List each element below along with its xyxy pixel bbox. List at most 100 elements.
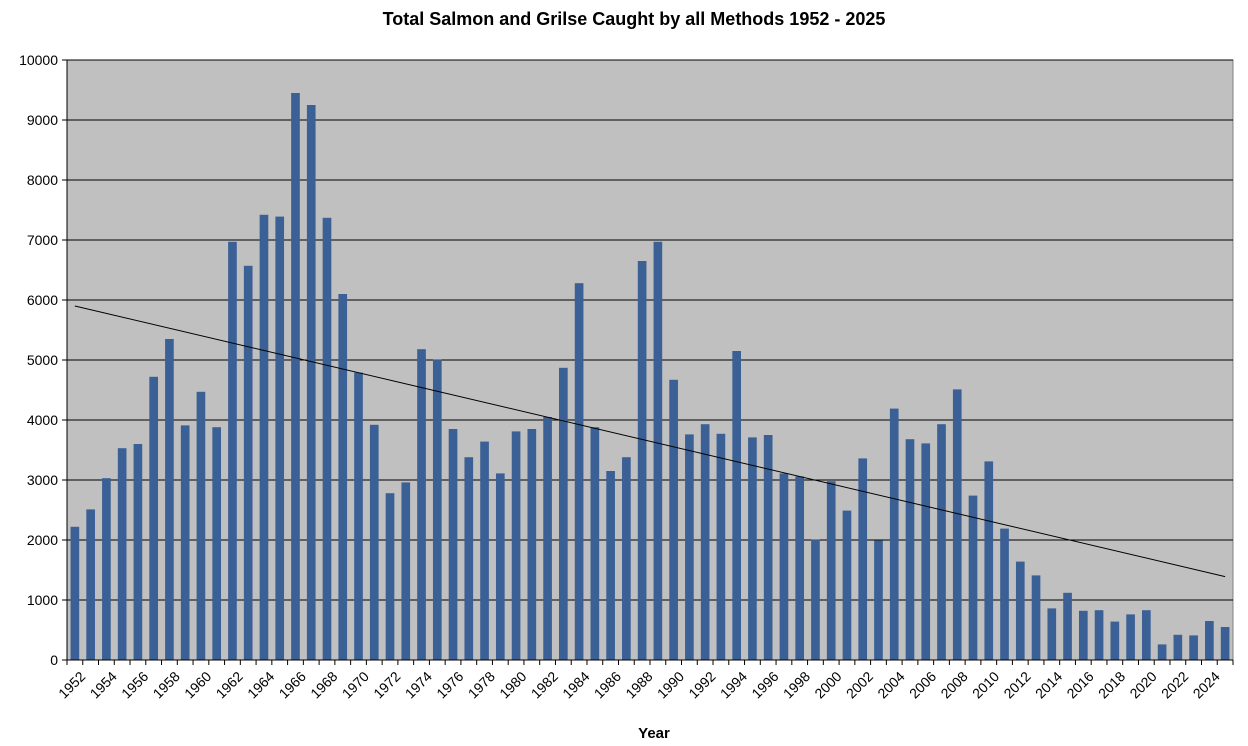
bar-2007 [937, 424, 946, 660]
bar-2004 [889, 408, 899, 660]
y-tick-label: 3000 [27, 472, 58, 488]
bar-1988 [637, 261, 647, 660]
bar-1968 [322, 217, 332, 661]
bar-2000 [826, 481, 836, 660]
bar-1996 [763, 435, 773, 660]
x-tick-label: 2012 [1000, 668, 1033, 701]
bar-1966 [291, 93, 300, 660]
bar-1975 [432, 359, 442, 660]
bar-1969 [338, 294, 348, 660]
x-tick-label: 1960 [181, 668, 214, 701]
bar-2020 [1142, 610, 1151, 660]
bar-2005 [905, 439, 915, 660]
x-tick-label: 1966 [276, 668, 309, 701]
bar-2011 [1000, 528, 1009, 660]
bar-1965 [275, 216, 285, 660]
x-tick-label: 2022 [1158, 668, 1191, 701]
bar-1973 [401, 482, 411, 660]
x-tick-label: 2024 [1190, 668, 1223, 701]
bar-1986 [606, 471, 615, 660]
y-tick-label: 4000 [27, 412, 58, 428]
bar-2012 [1015, 561, 1025, 660]
bar-1962 [228, 241, 237, 661]
x-tick-label: 2014 [1032, 668, 1065, 701]
bar-2006 [921, 443, 931, 660]
x-tick-label: 1970 [339, 668, 372, 701]
bar-2014 [1047, 608, 1057, 660]
bar-1955 [117, 448, 127, 660]
y-tick-label: 1000 [27, 592, 58, 608]
trendline-group [74, 305, 1226, 578]
bar-2003 [874, 540, 883, 660]
bar-1999 [811, 539, 820, 660]
bar-1981 [527, 429, 537, 660]
bar-1960 [196, 391, 206, 660]
bar-2015 [1063, 592, 1072, 660]
x-tick-label: 2020 [1126, 668, 1159, 701]
bar-1964 [259, 214, 269, 661]
bar-1998 [795, 476, 805, 660]
trendline [74, 305, 1226, 578]
x-tick-label: 1982 [528, 668, 561, 701]
chart-title: Total Salmon and Grilse Caught by all Me… [383, 9, 886, 29]
y-tick-labels: 0 1000 2000 3000 4000 5000 6000 7000 8000 9000 100… [19, 52, 67, 668]
x-tick-label: 1968 [307, 668, 340, 701]
y-tick-label: 9000 [27, 112, 58, 128]
bar-1979 [495, 473, 505, 660]
bar-1977 [464, 457, 474, 660]
bar-2008 [952, 389, 962, 660]
x-tick-label: 1996 [748, 668, 781, 701]
y-tick-label: 2000 [27, 532, 58, 548]
bar-2018 [1110, 621, 1120, 660]
bar-1994 [732, 351, 741, 660]
bar-2010 [984, 461, 994, 660]
bar-2001 [842, 510, 852, 660]
x-tick-label: 2002 [843, 668, 876, 701]
x-tick-label: 1998 [780, 668, 813, 701]
x-tick-labels: 1952195419561958196019621964196619681970… [55, 660, 1234, 702]
bar-2009 [968, 495, 978, 660]
x-tick-label: 1952 [55, 668, 88, 701]
x-tick-label: 1984 [559, 668, 592, 701]
bar-1980 [511, 431, 521, 660]
bar-1959 [180, 425, 190, 660]
bar-1993 [716, 433, 726, 660]
bar-1991 [685, 434, 694, 660]
x-axis-label: Year [638, 725, 670, 742]
bar-1976 [448, 429, 458, 660]
x-tick-label: 1992 [685, 668, 718, 701]
x-tick-label: 1976 [433, 668, 466, 701]
bar-1954 [102, 478, 111, 660]
x-tick-label: 1972 [370, 668, 403, 701]
bar-1961 [212, 427, 222, 660]
x-tick-label: 2000 [811, 668, 844, 701]
x-tick-label: 1990 [654, 668, 687, 701]
bar-1984 [574, 283, 584, 660]
bar-1990 [669, 379, 678, 660]
x-tick-label: 1962 [213, 668, 246, 701]
x-tick-label: 1954 [87, 668, 120, 701]
x-tick-label: 1974 [402, 668, 435, 701]
x-tick-label: 1964 [244, 668, 277, 701]
x-tick-label: 2010 [969, 668, 1002, 701]
bar-1985 [590, 427, 600, 660]
bar-1957 [149, 376, 158, 660]
bar-1952 [70, 526, 80, 660]
bar-1978 [480, 441, 489, 660]
x-tick-label: 1980 [496, 668, 529, 701]
bar-2013 [1031, 575, 1041, 660]
bar-2016 [1078, 610, 1088, 660]
bar-2019 [1126, 614, 1135, 660]
bar-1989 [653, 241, 663, 661]
x-tick-label: 1956 [118, 668, 151, 701]
bar-2024 [1205, 621, 1214, 660]
bar-2002 [858, 458, 868, 660]
x-tick-label: 1986 [591, 668, 624, 701]
bar-1995 [748, 437, 757, 660]
bar-1956 [133, 444, 143, 660]
x-tick-label: 1988 [622, 668, 655, 701]
bar-1992 [700, 424, 710, 660]
bar-2025 [1220, 627, 1230, 660]
y-tick-label: 8000 [27, 172, 58, 188]
